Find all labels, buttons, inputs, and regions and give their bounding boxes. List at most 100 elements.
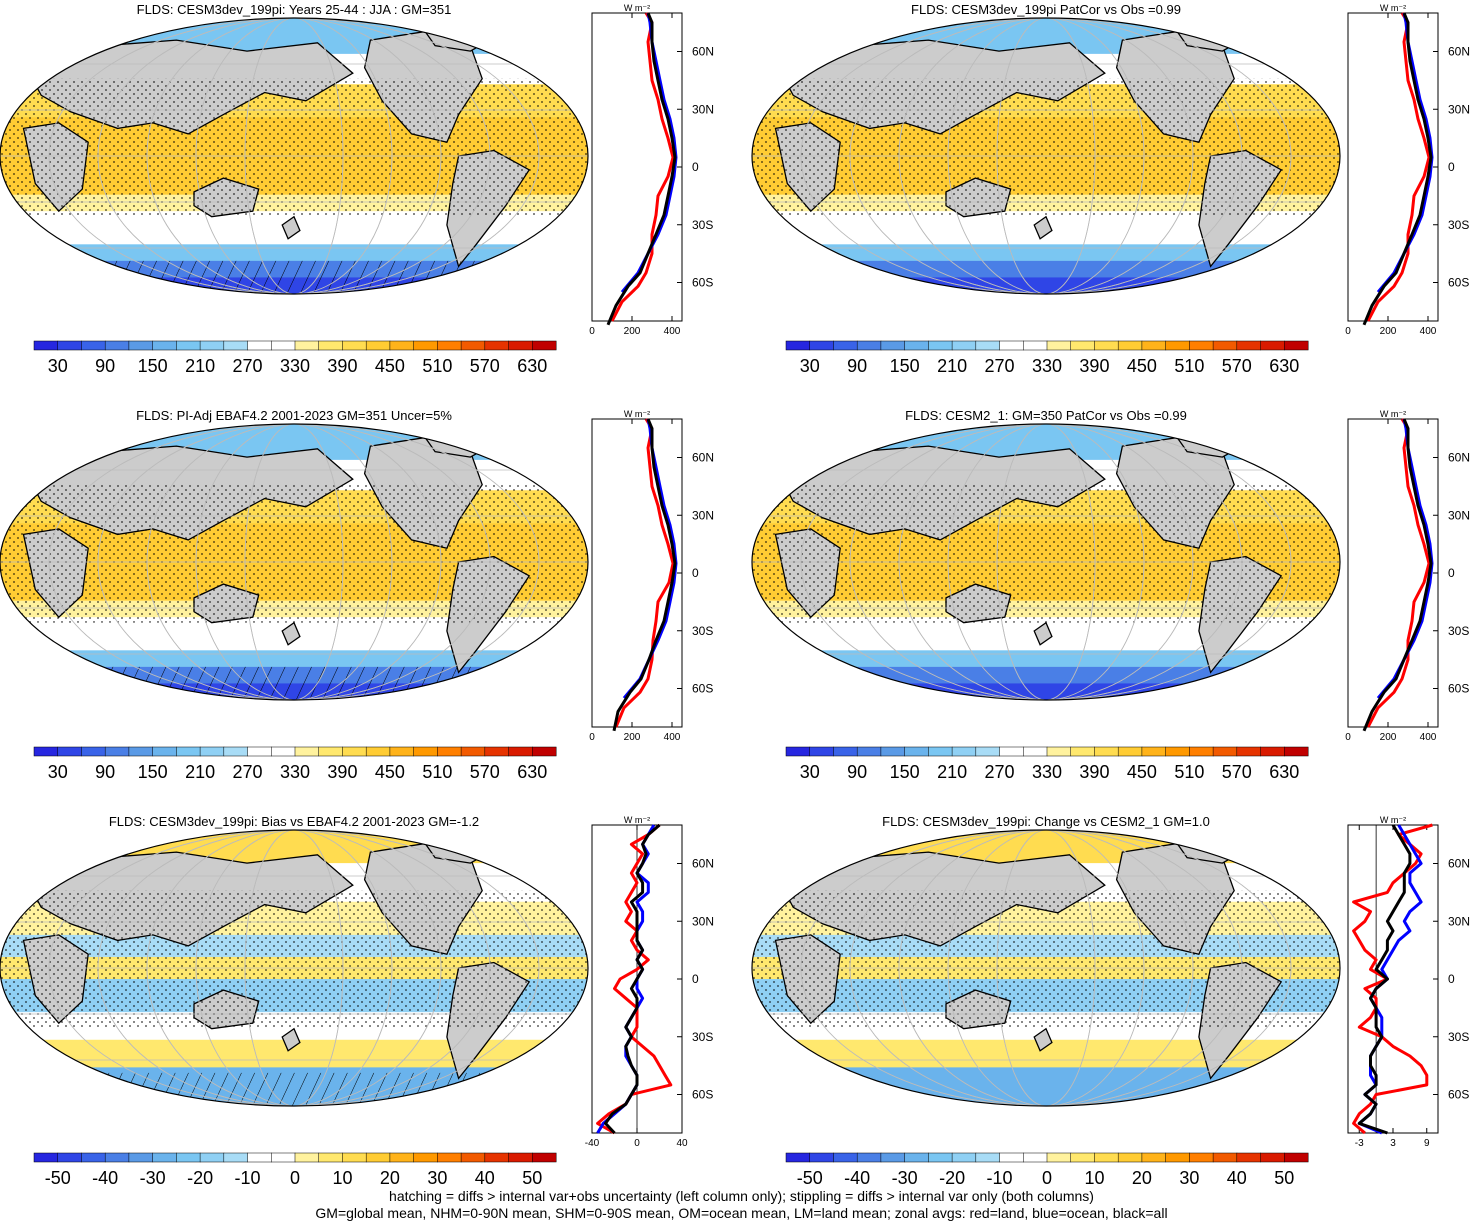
map-outline xyxy=(751,17,1341,295)
map-field xyxy=(752,424,1340,700)
y-tick-label: 30S xyxy=(692,624,713,638)
colorbar-cell xyxy=(1284,340,1309,351)
field-band xyxy=(752,1067,1340,1106)
y-tick-label: 30S xyxy=(692,1030,713,1044)
colorbar-cell xyxy=(389,746,415,757)
colorbar-cell xyxy=(57,340,82,351)
x-tick-label: 0 xyxy=(634,1138,640,1149)
colorbar-label: 10 xyxy=(332,1168,352,1188)
colorbar-cell xyxy=(532,340,557,351)
colorbar-cell xyxy=(128,1152,154,1163)
colorbar-cell xyxy=(1117,1152,1143,1163)
colorbar-label: 390 xyxy=(327,356,357,376)
hatching xyxy=(0,1072,588,1106)
colorbar-cell xyxy=(951,746,977,757)
colorbar-label: -10 xyxy=(235,1168,261,1188)
colorbar-cell xyxy=(152,1152,177,1163)
colorbar-cell xyxy=(57,746,82,757)
colorbar-label: 630 xyxy=(1269,356,1299,376)
graticule-meridian xyxy=(947,830,1145,1106)
colorbar-cell xyxy=(223,340,248,351)
colorbar-cell xyxy=(223,746,248,757)
graticule-meridian xyxy=(195,18,393,294)
colorbar-cell xyxy=(1236,746,1261,757)
graticule-meridian xyxy=(849,424,1243,700)
colorbar-cell xyxy=(342,1152,367,1163)
colorbar-label: 50 xyxy=(1274,1168,1294,1188)
y-tick-label: 60N xyxy=(692,857,714,871)
y-tick-label: 60S xyxy=(692,682,713,696)
y-tick-label: 0 xyxy=(692,972,699,986)
colorbar-label: 10 xyxy=(1084,1168,1104,1188)
zonal-line-all xyxy=(604,823,661,1135)
colorbar-cell xyxy=(342,340,367,351)
x-tick-label: 0 xyxy=(1345,326,1351,337)
graticule-meridian xyxy=(996,830,1096,1106)
figure-canvas: FLDS: CESM3dev_199pi: Years 25-44 : JJA … xyxy=(0,2,1470,1188)
colorbar-cell xyxy=(1212,1152,1238,1163)
colorbar-label: 510 xyxy=(422,356,452,376)
graticule-meridian xyxy=(146,18,442,294)
y-tick-label: 30S xyxy=(1448,1030,1469,1044)
colorbar-label: -50 xyxy=(797,1168,823,1188)
hatching xyxy=(0,666,588,700)
panel-6: FLDS: CESM3dev_199pi: Change vs CESM2_1 … xyxy=(751,814,1470,1188)
footer-line-1: hatching = diffs > internal var+obs unce… xyxy=(389,1188,1094,1204)
colorbar-label: 90 xyxy=(95,356,115,376)
y-tick-label: 30N xyxy=(1448,914,1470,928)
x-tick-label: -40 xyxy=(585,1138,600,1149)
colorbar-cell xyxy=(1094,1152,1119,1163)
colorbar-label: 210 xyxy=(937,356,967,376)
colorbar-cell xyxy=(1165,340,1190,351)
graticule-meridian xyxy=(898,830,1194,1106)
graticule-meridian xyxy=(800,424,1292,700)
map-field xyxy=(0,18,588,294)
colorbar-cell xyxy=(294,1152,320,1163)
colorbar-cell xyxy=(904,340,929,351)
colorbar-cell xyxy=(318,340,343,351)
map-outline xyxy=(751,423,1341,701)
land-mass xyxy=(281,215,301,240)
colorbar-label: 450 xyxy=(1127,356,1157,376)
line-plot-frame xyxy=(1347,824,1439,1134)
x-tick-label: 0 xyxy=(589,732,595,743)
graticule-meridian xyxy=(898,424,1194,700)
colorbar-cell xyxy=(809,1152,834,1163)
colorbar-label: 30 xyxy=(800,356,820,376)
colorbar-cell xyxy=(33,746,59,757)
map-outline xyxy=(751,829,1341,1107)
colorbar-label: 90 xyxy=(847,356,867,376)
colorbar-cell xyxy=(460,746,486,757)
field-band xyxy=(752,277,1340,294)
x-tick-label: 0 xyxy=(589,326,595,337)
colorbar-cell xyxy=(104,1152,130,1163)
colorbar-cell xyxy=(1046,1152,1072,1163)
graticule-meridian xyxy=(97,424,491,700)
colorbar-cell xyxy=(1284,746,1309,757)
colorbar-cell xyxy=(365,340,391,351)
colorbar-cell xyxy=(484,1152,509,1163)
colorbar-cell xyxy=(247,1152,272,1163)
y-tick-label: 30N xyxy=(692,102,714,116)
colorbar-cell xyxy=(437,340,462,351)
colorbar-cell xyxy=(1070,340,1095,351)
colorbar-cell xyxy=(128,340,154,351)
colorbar-label: -40 xyxy=(92,1168,118,1188)
y-tick-label: 60N xyxy=(692,451,714,465)
graticule-meridian xyxy=(48,830,540,1106)
colorbar-cell xyxy=(1236,340,1261,351)
x-tick-label: 40 xyxy=(676,1138,688,1149)
colorbar-cell xyxy=(880,1152,906,1163)
y-tick-label: 60N xyxy=(692,45,714,59)
colorbar-label: 0 xyxy=(290,1168,300,1188)
x-tick-label: 200 xyxy=(1380,326,1397,337)
colorbar-cell xyxy=(1260,340,1285,351)
colorbar-cell xyxy=(1260,1152,1285,1163)
colorbar-cell xyxy=(1165,1152,1190,1163)
colorbar-label: 330 xyxy=(1032,356,1062,376)
colorbar-cell xyxy=(342,746,367,757)
x-tick-label: 9 xyxy=(1424,1138,1430,1149)
colorbar-cell xyxy=(484,746,509,757)
colorbar-cell xyxy=(104,746,130,757)
x-tick-label: 0 xyxy=(1345,732,1351,743)
